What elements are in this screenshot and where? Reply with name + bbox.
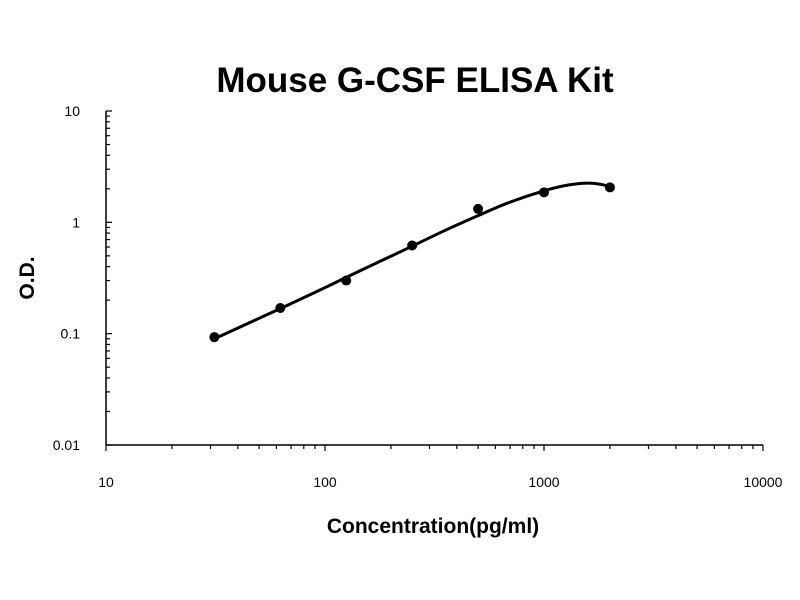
x-axis-ticks [105, 445, 764, 451]
data-point [407, 240, 418, 251]
x-axis-label: Concentration(pg/ml) [327, 515, 539, 538]
y-tick-label: 10 [64, 103, 80, 119]
data-point [275, 303, 286, 314]
y-axis-tick-labels: 0.01 0.1 1 10 [53, 103, 80, 453]
data-point [604, 182, 615, 193]
data-point [209, 332, 220, 343]
y-tick-label: 0.1 [61, 326, 81, 342]
chart-title: Mouse G-CSF ELISA Kit [216, 61, 614, 100]
data-point [341, 275, 352, 286]
data-point [539, 187, 549, 198]
y-axis-ticks [106, 110, 112, 446]
x-tick-label: 100 [313, 474, 337, 490]
y-tick-label: 1 [72, 214, 80, 230]
x-tick-label: 1000 [528, 474, 559, 490]
x-tick-label: 10000 [744, 474, 783, 490]
fit-curve-line [213, 181, 611, 341]
x-axis-tick-labels: 10 100 1000 10000 [98, 474, 782, 490]
data-points [209, 182, 615, 343]
axes [105, 111, 763, 446]
y-tick-label: 0.01 [53, 437, 80, 453]
data-point [473, 203, 484, 214]
y-axis-label: O.D. [16, 256, 39, 299]
x-tick-label: 10 [98, 474, 114, 490]
